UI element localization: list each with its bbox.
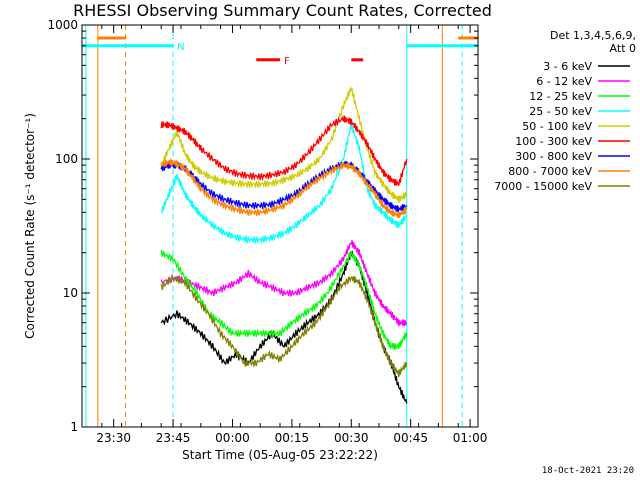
x-tick-label: 00:45 (393, 431, 428, 445)
marker-label-0: N (177, 42, 184, 53)
legend-header-1: Att 0 (610, 42, 636, 55)
legend-label-0: 3 - 6 keV (543, 60, 592, 73)
series-line-3 (160, 123, 408, 245)
footer-timestamp: 18-Oct-2021 23:20 (541, 466, 634, 476)
series-line-7 (160, 158, 408, 219)
legend-label-8: 7000 - 15000 keV (494, 180, 592, 193)
legend-label-1: 6 - 12 keV (536, 75, 592, 88)
plot-frame (81, 24, 479, 428)
series-line-0 (160, 250, 408, 404)
x-tick-label: 00:15 (275, 431, 310, 445)
legend-label-3: 25 - 50 keV (529, 105, 592, 118)
series-line-8 (160, 273, 408, 378)
legend-label-7: 800 - 7000 keV (508, 165, 592, 178)
y-tick-label: 1000 (47, 18, 78, 32)
legend-label-5: 100 - 300 keV (515, 135, 592, 148)
x-tick-label: 01:00 (453, 431, 488, 445)
y-tick-label: 10 (63, 286, 78, 300)
series-line-5 (160, 115, 408, 186)
x-axis-label: Start Time (05-Aug-05 23:22:22) (182, 448, 378, 462)
marker-label-4: F (284, 56, 290, 67)
legend-label-6: 300 - 800 keV (515, 150, 592, 163)
legend-label-4: 50 - 100 keV (522, 120, 592, 133)
chart-title: RHESSI Observing Summary Count Rates, Co… (73, 1, 492, 20)
series-line-4 (160, 86, 408, 203)
legend-header-0: Det 1,3,4,5,6,9, (550, 29, 636, 42)
y-axis-label: Corrected Count Rate (s⁻¹ detector⁻¹) (23, 113, 37, 339)
series-line-1 (160, 240, 408, 327)
x-tick-label: 23:45 (156, 431, 191, 445)
y-tick-label: 1 (70, 420, 78, 434)
x-tick-label: 00:00 (215, 431, 250, 445)
legend-label-2: 12 - 25 keV (529, 90, 592, 103)
x-tick-label: 00:30 (334, 431, 369, 445)
y-tick-label: 100 (55, 152, 78, 166)
x-tick-label: 23:30 (96, 431, 131, 445)
